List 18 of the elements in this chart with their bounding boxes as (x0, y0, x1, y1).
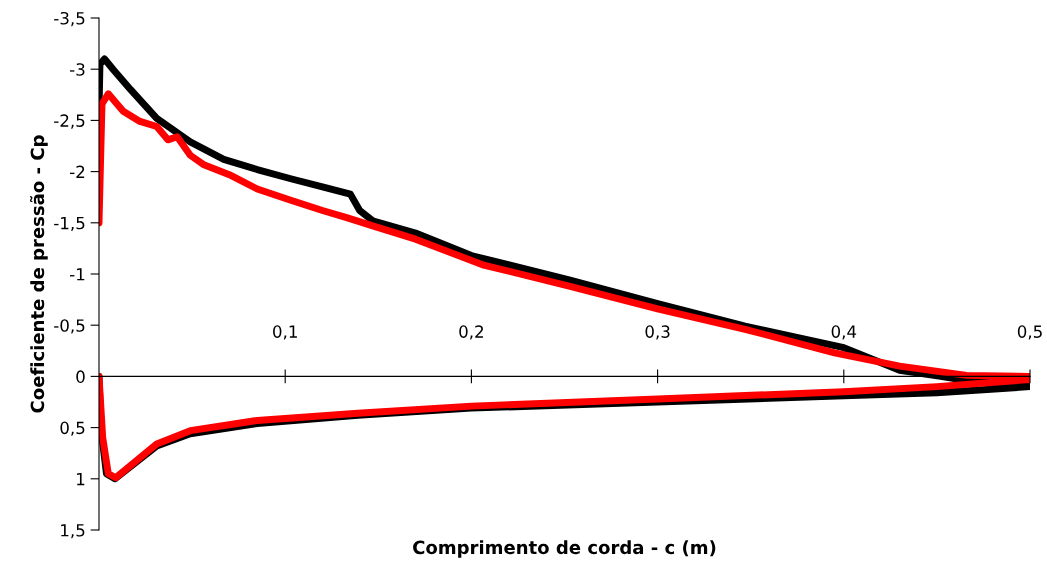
y-tick-label: -3,5 (54, 11, 85, 27)
x-tick-label: 0,3 (645, 325, 670, 340)
x-tick-label: 0,1 (273, 325, 297, 340)
y-tick-label: -2 (70, 165, 85, 178)
y-tick-label: 0,5 (60, 421, 85, 436)
x-tick-label: 0,5 (1017, 325, 1042, 340)
x-axis-title: Comprimento de corda - c (m) (413, 540, 716, 558)
y-axis-title: Coeficiente de pressão - Cp (29, 135, 48, 413)
y-tick-label: 1 (77, 472, 85, 486)
y-tick-label: -1 (70, 268, 85, 281)
y-tick-label: -1,5 (54, 216, 85, 232)
x-tick-label: 0,2 (459, 325, 483, 340)
y-tick-label: -3 (70, 63, 85, 76)
y-tick-label: -0,5 (54, 319, 85, 334)
y-tick-label: 0 (76, 370, 85, 383)
y-tick-label: 1,5 (61, 524, 85, 539)
x-tick-label: 0,4 (831, 325, 857, 340)
y-tick-label: -2,5 (54, 114, 85, 129)
